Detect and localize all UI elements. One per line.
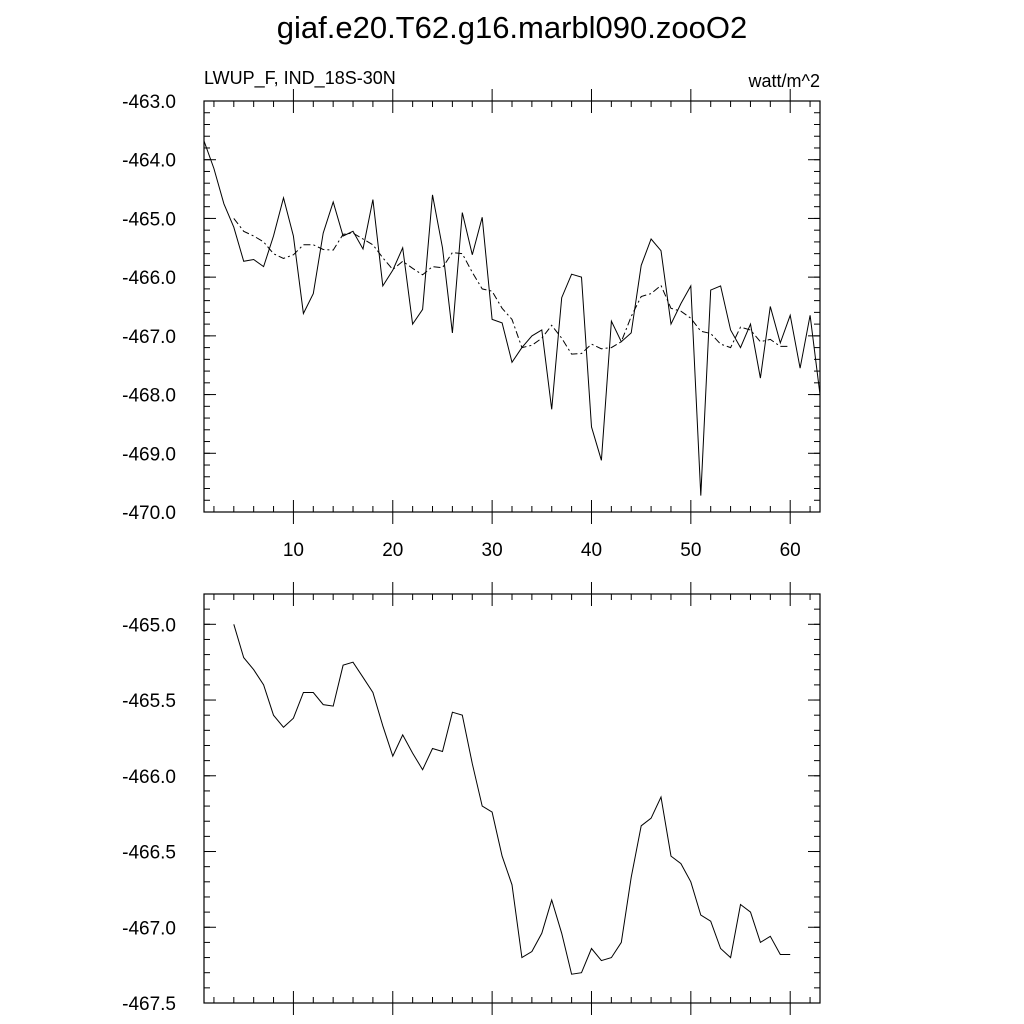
y-tick-label: -466.0 [122, 268, 176, 289]
x-tick-label: 50 [680, 540, 701, 561]
y-tick-label: -465.0 [122, 209, 176, 230]
plot-frame [203, 593, 821, 1004]
y-tick-label: -466.5 [122, 843, 176, 864]
y-tick-label: -468.0 [122, 386, 176, 407]
y-tick-label: -467.0 [122, 918, 176, 939]
x-tick-label: 40 [581, 540, 602, 561]
top-panel-units-label: watt/m^2 [748, 71, 820, 91]
plot-frame [203, 100, 821, 513]
y-tick-label: -464.0 [122, 151, 176, 172]
series-line [203, 140, 821, 496]
series-line [233, 624, 791, 975]
x-tick-label: 60 [780, 540, 801, 561]
top-panel: LWUP_F, IND_18S-30N watt/m^2 10 20 30 40 50 6… [122, 68, 821, 561]
y-tick-label: -465.0 [122, 615, 176, 636]
y-tick-label: -466.0 [122, 767, 176, 788]
y-tick-label: -465.5 [122, 691, 176, 712]
x-tick-label: 10 [283, 540, 304, 561]
x-tick-label: 20 [382, 540, 403, 561]
figure-title: giaf.e20.T62.g16.marbl090.zooO2 [277, 10, 747, 45]
top-panel-left-label: LWUP_F, IND_18S-30N [204, 68, 396, 89]
y-tick-label: -470.0 [122, 503, 176, 524]
y-tick-label: -467.0 [122, 327, 176, 348]
smoothed-series-line [233, 218, 791, 355]
y-tick-label: -463.0 [122, 92, 176, 113]
y-tick-label: -469.0 [122, 444, 176, 465]
y-tick-label: -467.5 [122, 994, 176, 1015]
bottom-panel: -465.0 -465.5 -466.0 -466.5 -467.0 -467.5 [122, 582, 821, 1015]
x-tick-label: 30 [482, 540, 503, 561]
